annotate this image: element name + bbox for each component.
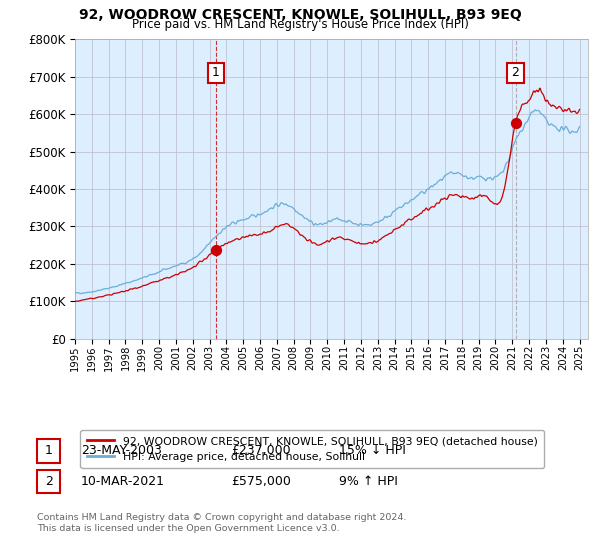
Legend: 92, WOODROW CRESCENT, KNOWLE, SOLIHULL, B93 9EQ (detached house), HPI: Average p: 92, WOODROW CRESCENT, KNOWLE, SOLIHULL, … bbox=[80, 430, 544, 468]
Text: £237,000: £237,000 bbox=[231, 444, 290, 458]
Point bbox=[211, 246, 221, 255]
Text: 92, WOODROW CRESCENT, KNOWLE, SOLIHULL, B93 9EQ: 92, WOODROW CRESCENT, KNOWLE, SOLIHULL, … bbox=[79, 8, 521, 22]
Text: 9% ↑ HPI: 9% ↑ HPI bbox=[339, 475, 398, 488]
Text: Price paid vs. HM Land Registry's House Price Index (HPI): Price paid vs. HM Land Registry's House … bbox=[131, 18, 469, 31]
Text: 1: 1 bbox=[212, 67, 220, 80]
Text: 10-MAR-2021: 10-MAR-2021 bbox=[81, 475, 165, 488]
Text: Contains HM Land Registry data © Crown copyright and database right 2024.: Contains HM Land Registry data © Crown c… bbox=[37, 513, 407, 522]
Text: 23-MAY-2003: 23-MAY-2003 bbox=[81, 444, 162, 458]
Point bbox=[511, 119, 520, 128]
FancyBboxPatch shape bbox=[507, 63, 524, 83]
Text: 1: 1 bbox=[44, 444, 53, 458]
Text: 2: 2 bbox=[512, 67, 520, 80]
Text: 15% ↓ HPI: 15% ↓ HPI bbox=[339, 444, 406, 458]
FancyBboxPatch shape bbox=[208, 63, 224, 83]
Text: 2: 2 bbox=[44, 475, 53, 488]
Text: This data is licensed under the Open Government Licence v3.0.: This data is licensed under the Open Gov… bbox=[37, 524, 340, 533]
Text: £575,000: £575,000 bbox=[231, 475, 291, 488]
